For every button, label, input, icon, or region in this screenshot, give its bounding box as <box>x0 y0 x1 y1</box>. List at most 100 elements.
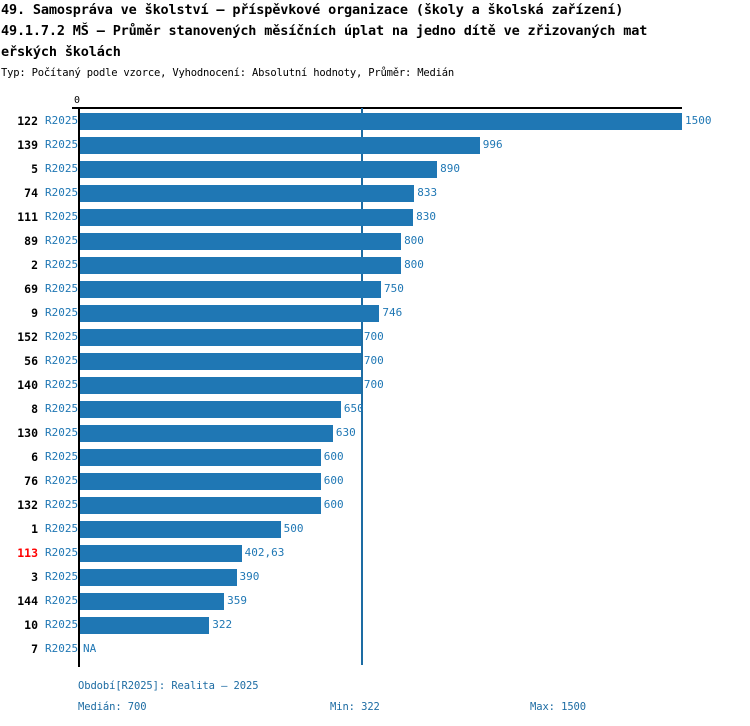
bar[interactable] <box>80 617 210 634</box>
table-row[interactable]: 152 R2025 700 <box>0 326 750 350</box>
bar-value-label: 1500 <box>685 114 712 127</box>
row-period-label: R2025 <box>45 498 79 511</box>
row-key-label: 69 <box>24 282 38 296</box>
bar[interactable] <box>80 569 237 586</box>
row-period-label: R2025 <box>45 138 79 151</box>
row-period-label: R2025 <box>45 546 79 559</box>
bar-value-label: 800 <box>404 258 424 271</box>
bar[interactable] <box>80 161 438 178</box>
table-row[interactable]: 2 R2025 800 <box>0 254 750 278</box>
bar-value-label: 890 <box>440 162 461 175</box>
row-period-label: R2025 <box>45 618 79 631</box>
bar[interactable] <box>80 401 341 418</box>
row-period-label: R2025 <box>45 450 79 463</box>
row-period-label: R2025 <box>45 474 79 487</box>
bar[interactable] <box>80 593 225 610</box>
table-row[interactable]: 1 R2025 500 <box>0 518 750 542</box>
row-key-label: 74 <box>24 186 38 200</box>
bar[interactable] <box>80 497 321 514</box>
table-row[interactable]: 89 R2025 800 <box>0 230 750 254</box>
row-period-label: R2025 <box>45 186 79 199</box>
table-row[interactable]: 122 R2025 1500 <box>0 110 750 134</box>
bar[interactable] <box>80 185 415 202</box>
row-period-label: R2025 <box>45 426 79 439</box>
page-title-line-3: eřských školách <box>1 44 121 60</box>
row-key-label: 7 <box>31 642 38 656</box>
table-row[interactable]: 132 R2025 600 <box>0 494 750 518</box>
row-key-label: 130 <box>17 426 38 440</box>
table-row[interactable]: 113 R2025 402,63 <box>0 542 750 566</box>
table-row[interactable]: 8 R2025 650 <box>0 398 750 422</box>
row-period-label: R2025 <box>45 330 79 343</box>
median-reference-line <box>360 108 363 665</box>
bar[interactable] <box>80 137 480 154</box>
table-row[interactable]: 6 R2025 600 <box>0 446 750 470</box>
row-key-label: 10 <box>24 618 38 632</box>
bar[interactable] <box>80 353 361 370</box>
bar[interactable] <box>80 257 402 274</box>
row-key-label: 144 <box>17 594 38 608</box>
table-row[interactable]: 56 R2025 700 <box>0 350 750 374</box>
stat-max: Max: 1500 <box>530 701 586 713</box>
bar[interactable] <box>80 449 321 466</box>
bar-value-label: 359 <box>227 594 247 607</box>
bar-chart-plot-area: 0 122 R2025 1500 139 R2025 996 5 R2025 890 74 R202… <box>0 95 750 675</box>
bar[interactable] <box>80 281 381 298</box>
bar[interactable] <box>80 473 321 490</box>
table-row[interactable]: 144 R2025 359 <box>0 590 750 614</box>
table-row[interactable]: 74 R2025 833 <box>0 182 750 206</box>
row-period-label: R2025 <box>45 114 79 127</box>
bar-value-label: 833 <box>417 186 438 199</box>
table-row[interactable]: 111 R2025 830 <box>0 206 750 230</box>
row-key-label: 140 <box>17 378 38 392</box>
row-key-label: 132 <box>17 498 38 512</box>
table-row[interactable]: 139 R2025 996 <box>0 134 750 158</box>
row-key-label: 76 <box>24 474 38 488</box>
page-title-line-1: 49. Samospráva ve školství – příspěvkové… <box>1 2 624 18</box>
row-key-label: 9 <box>31 306 38 320</box>
bar-value-label: 600 <box>323 474 344 487</box>
bar-value-label: 650 <box>343 402 364 415</box>
bar[interactable] <box>80 377 361 394</box>
bar[interactable] <box>80 305 380 322</box>
stat-median: Medián: 700 <box>78 701 147 713</box>
table-row[interactable]: 7 R2025 NA <box>0 638 750 662</box>
bar-value-label: 830 <box>416 210 436 223</box>
table-row[interactable]: 10 R2025 322 <box>0 614 750 638</box>
bar-value-label: 746 <box>382 306 403 319</box>
y-axis-line <box>78 107 80 667</box>
chart-subtitle: Typ: Počítaný podle vzorce, Vyhodnocení:… <box>1 67 454 79</box>
bar[interactable] <box>80 209 414 226</box>
table-row[interactable]: 69 R2025 750 <box>0 278 750 302</box>
bar[interactable] <box>80 329 361 346</box>
bar[interactable] <box>80 521 281 538</box>
row-key-label: 113 <box>17 546 38 560</box>
bar-value-label: 600 <box>323 450 344 463</box>
bar-value-label: 630 <box>335 426 356 439</box>
row-period-label: R2025 <box>45 522 79 535</box>
table-row[interactable]: 5 R2025 890 <box>0 158 750 182</box>
x-axis-origin-tick-label: 0 <box>74 95 81 106</box>
bar-value-label: 700 <box>363 378 384 391</box>
table-row[interactable]: 3 R2025 390 <box>0 566 750 590</box>
legend-period: Období[R2025]: Realita – 2025 <box>78 680 259 692</box>
table-row[interactable]: 130 R2025 630 <box>0 422 750 446</box>
row-period-label: R2025 <box>45 306 79 319</box>
table-row[interactable]: 140 R2025 700 <box>0 374 750 398</box>
row-period-label: R2025 <box>45 570 79 583</box>
row-period-label: R2025 <box>45 354 79 367</box>
chart-header: 49. Samospráva ve školství – příspěvkové… <box>0 0 750 80</box>
bar[interactable] <box>80 425 333 442</box>
bar[interactable] <box>80 113 682 130</box>
bar[interactable] <box>80 233 402 250</box>
bar[interactable] <box>80 545 242 562</box>
bar-value-label: 996 <box>482 138 503 151</box>
table-row[interactable]: 76 R2025 600 <box>0 470 750 494</box>
row-key-label: 6 <box>31 450 38 464</box>
row-period-label: R2025 <box>45 594 79 607</box>
row-period-label: R2025 <box>45 282 79 295</box>
table-row[interactable]: 9 R2025 746 <box>0 302 750 326</box>
row-key-label: 1 <box>31 522 38 536</box>
row-period-label: R2025 <box>45 210 79 223</box>
x-axis-line <box>72 107 682 109</box>
